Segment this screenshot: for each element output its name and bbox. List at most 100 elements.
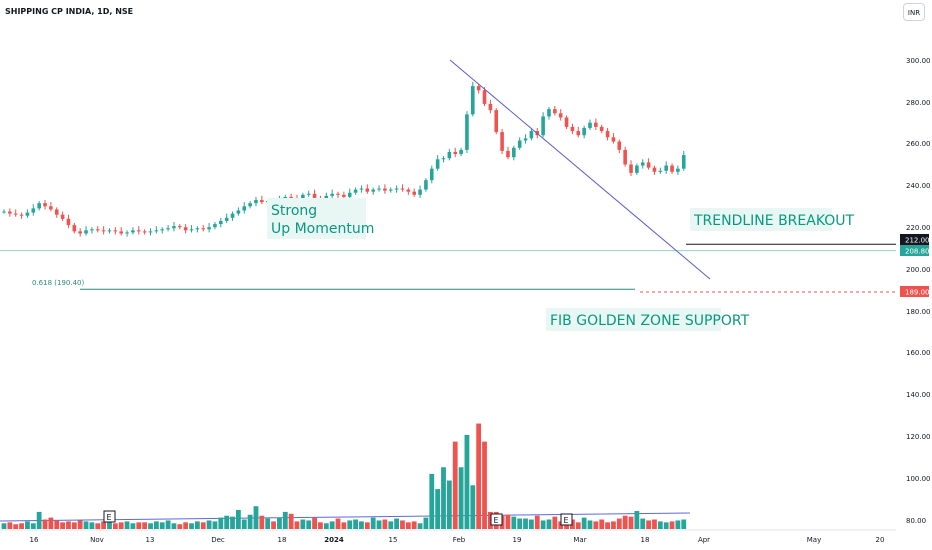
candle (447, 148, 452, 161)
volume-bar (681, 519, 687, 529)
volume-bar (194, 521, 200, 529)
candle-body (125, 232, 129, 234)
volume-bar (107, 522, 112, 529)
volume-bar (552, 516, 558, 529)
candle (72, 223, 77, 234)
volume-bar (112, 523, 118, 529)
candle-body (605, 131, 610, 138)
candle (195, 226, 200, 233)
candle (588, 119, 592, 131)
candle (306, 190, 311, 197)
currency-button[interactable]: INR (903, 3, 925, 21)
last-price-tag (900, 245, 929, 256)
candle-body (142, 231, 147, 233)
candle-body (136, 230, 141, 232)
earnings-marker-1[interactable] (103, 510, 116, 523)
candle-body (160, 229, 165, 231)
candle (95, 226, 100, 233)
candle-body (488, 103, 493, 111)
candle (512, 145, 516, 161)
volume-bar (382, 519, 388, 529)
candle (183, 224, 188, 234)
earnings-marker-2[interactable] (490, 513, 503, 526)
candle-body (260, 200, 264, 203)
volume-bar (54, 520, 60, 529)
volume-bar (464, 434, 470, 529)
candle (599, 124, 604, 134)
candle (652, 165, 657, 175)
volume-bar (452, 441, 458, 529)
volume-bar (388, 521, 394, 529)
candle (529, 128, 534, 141)
candle-body (78, 231, 82, 234)
support-label-box (546, 308, 721, 331)
volume-bar (206, 520, 212, 529)
candle (658, 167, 663, 174)
candle (154, 226, 159, 234)
candle-body (154, 230, 159, 232)
candle-body (324, 195, 329, 199)
y-tick-label: 280.00 (906, 99, 931, 107)
candle-body (494, 110, 499, 133)
candle-body (383, 188, 387, 191)
volume-bar (394, 518, 400, 529)
volume-bar (359, 521, 364, 529)
volume-bar (429, 473, 435, 529)
candle-body (359, 188, 364, 190)
price-axis[interactable]: 300.00 280.00 260.00 240.00 220.00 200.0… (906, 57, 931, 525)
candle-body (37, 203, 41, 209)
volume-bar (523, 518, 528, 529)
candle (101, 226, 106, 235)
candle (25, 209, 30, 218)
candle-body (347, 192, 352, 197)
volume-bar (411, 521, 417, 529)
candle (635, 163, 639, 175)
volume-bar (640, 518, 646, 529)
candle-body (107, 230, 112, 232)
y-tick-label: 80.00 (906, 517, 926, 525)
earnings-marker-3[interactable] (560, 513, 573, 526)
volume-bar (95, 523, 101, 529)
candle (564, 115, 569, 129)
volume-bar (66, 521, 71, 529)
candle-body (564, 117, 569, 127)
candle (629, 160, 633, 176)
candle (646, 158, 651, 170)
volume-bar (347, 520, 353, 529)
volume-bar (458, 467, 464, 529)
candle-body (435, 159, 440, 169)
candle (201, 225, 206, 232)
volume-bar (652, 519, 657, 529)
candle (131, 227, 135, 235)
volume-bar (505, 514, 511, 529)
stop-price-text: 189.00 (905, 289, 930, 297)
candle (248, 201, 252, 209)
candle (49, 202, 53, 212)
volume-bar (7, 522, 13, 529)
candle (377, 185, 381, 192)
candle (219, 217, 223, 228)
momentum-label-box (267, 198, 366, 239)
candle (207, 223, 211, 233)
candle (670, 163, 674, 174)
volume-bar (616, 518, 622, 529)
volume-bar (165, 520, 171, 529)
volume-bar (294, 521, 300, 529)
candle-body (342, 194, 346, 197)
x-tick-label: 15 (389, 536, 398, 544)
candle (465, 111, 469, 154)
x-tick-label: 19 (513, 536, 522, 544)
candle-body (500, 132, 504, 151)
candle (576, 126, 581, 138)
candle (558, 109, 563, 121)
candle (13, 209, 18, 217)
volume-bar (25, 521, 30, 529)
candle (353, 187, 358, 195)
x-tick-label: 2024 (324, 536, 344, 544)
candle-body (25, 212, 30, 216)
x-tick-label: 13 (146, 536, 155, 544)
volume-bar (646, 520, 651, 529)
trendline[interactable] (449, 59, 711, 280)
x-tick-label: 20 (876, 536, 885, 544)
